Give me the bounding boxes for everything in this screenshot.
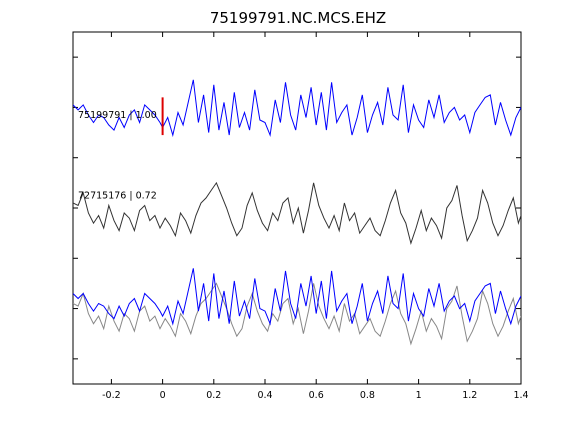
trace-label-75199791: 75199791 | 1.00 — [78, 110, 157, 121]
x-tick-label-6: 1 — [416, 390, 422, 401]
chart-title: 75199791.NC.MCS.EHZ — [210, 9, 386, 27]
x-axis: -0.2 0 0.2 0.4 0.6 0.8 1 1.2 1.4 — [102, 32, 529, 401]
x-tick-label-4: 0.6 — [309, 390, 324, 401]
trace-layer — [73, 79, 521, 346]
overlay-72715176-line — [73, 282, 521, 346]
trace-labels: 75199791 | 1.00 72715176 | 0.72 — [78, 110, 157, 201]
x-tick-label-7: 1.2 — [462, 390, 477, 401]
x-tick-label-8: 1.4 — [513, 390, 528, 401]
x-tick-label-0: -0.2 — [102, 390, 121, 401]
overlay-75199791-line — [73, 268, 521, 326]
x-tick-label-2: 0.2 — [206, 390, 221, 401]
trace-72715176-line — [73, 181, 521, 245]
trace-75199791-line — [73, 79, 521, 138]
trace-label-72715176: 72715176 | 0.72 — [78, 190, 157, 201]
plot-frame — [72, 31, 522, 385]
x-tick-label-5: 0.8 — [360, 390, 375, 401]
x-tick-label-1: 0 — [160, 390, 166, 401]
y-axis — [73, 56, 521, 360]
x-tick-label-3: 0.4 — [257, 390, 272, 401]
